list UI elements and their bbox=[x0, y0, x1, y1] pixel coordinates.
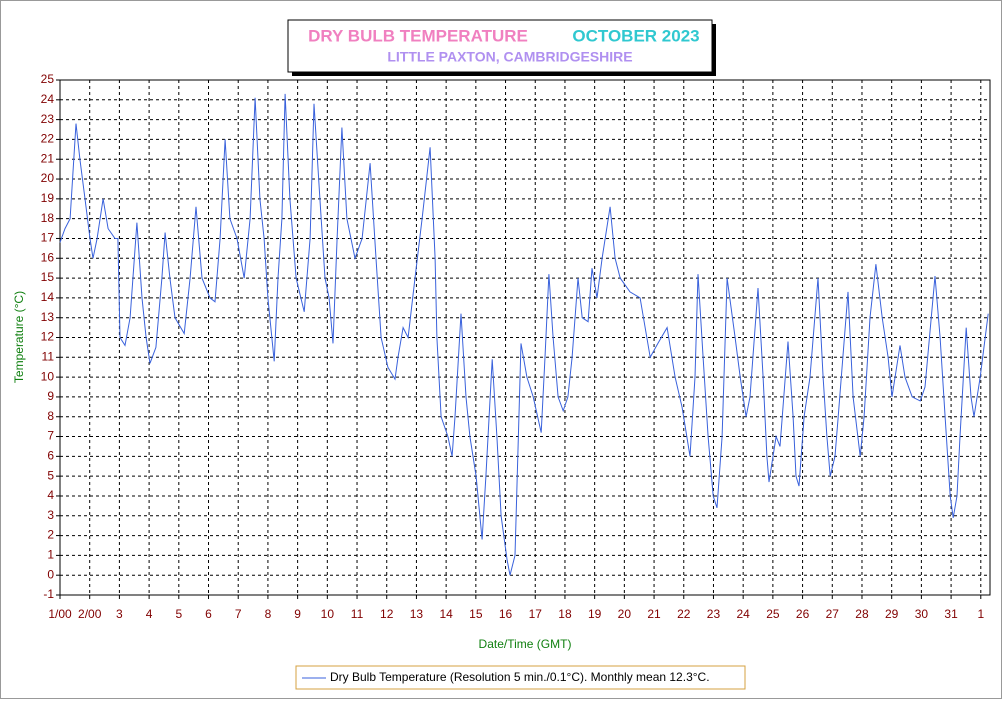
x-tick-label: 10 bbox=[321, 607, 335, 621]
x-tick-label: 26 bbox=[796, 607, 810, 621]
x-tick-label: 1/00 bbox=[48, 607, 72, 621]
x-tick-label: 24 bbox=[736, 607, 750, 621]
y-tick-label: 7 bbox=[47, 429, 54, 443]
y-tick-label: 5 bbox=[47, 468, 54, 482]
y-tick-label: 16 bbox=[41, 250, 55, 264]
x-tick-label: 23 bbox=[707, 607, 721, 621]
y-tick-label: 12 bbox=[41, 330, 55, 344]
y-tick-label: 8 bbox=[47, 409, 54, 423]
x-tick-label: 29 bbox=[885, 607, 899, 621]
legend-label: Dry Bulb Temperature (Resolution 5 min./… bbox=[330, 670, 710, 684]
x-tick-label: 12 bbox=[380, 607, 394, 621]
x-tick-label: 27 bbox=[826, 607, 840, 621]
x-axis-label: Date/Time (GMT) bbox=[479, 637, 572, 651]
y-tick-label: 3 bbox=[47, 508, 54, 522]
title-box bbox=[287, 19, 713, 73]
y-tick-label: 20 bbox=[41, 171, 55, 185]
y-tick-label: 4 bbox=[47, 488, 54, 502]
y-tick-label: 25 bbox=[41, 72, 55, 86]
x-tick-label: 20 bbox=[618, 607, 632, 621]
y-tick-label: 9 bbox=[47, 389, 54, 403]
y-tick-label: 22 bbox=[41, 132, 55, 146]
y-tick-label: 6 bbox=[47, 449, 54, 463]
x-tick-label: 19 bbox=[588, 607, 602, 621]
x-tick-label: 28 bbox=[855, 607, 869, 621]
x-tick-label: 16 bbox=[499, 607, 513, 621]
y-tick-label: 24 bbox=[41, 92, 55, 106]
x-tick-label: 9 bbox=[294, 607, 301, 621]
x-tick-label: 31 bbox=[944, 607, 958, 621]
chart-period: OCTOBER 2023 bbox=[572, 26, 699, 45]
y-tick-label: 2 bbox=[47, 528, 54, 542]
y-tick-label: 15 bbox=[41, 270, 55, 284]
y-tick-label: 23 bbox=[41, 112, 55, 126]
x-tick-label: 17 bbox=[529, 607, 543, 621]
chart-title: DRY BULB TEMPERATURE bbox=[308, 26, 528, 45]
y-tick-label: 14 bbox=[41, 290, 55, 304]
x-tick-label: 3 bbox=[116, 607, 123, 621]
x-tick-label: 15 bbox=[469, 607, 483, 621]
x-tick-label: 22 bbox=[677, 607, 691, 621]
y-tick-label: 10 bbox=[41, 369, 55, 383]
y-tick-label: -1 bbox=[43, 587, 54, 601]
x-tick-label: 4 bbox=[146, 607, 153, 621]
y-tick-label: 17 bbox=[41, 231, 55, 245]
y-tick-label: 18 bbox=[41, 211, 55, 225]
y-tick-label: 11 bbox=[42, 349, 55, 363]
chart-subtitle: LITTLE PAXTON, CAMBRIDGESHIRE bbox=[387, 49, 632, 65]
x-tick-label: 11 bbox=[351, 607, 364, 621]
y-tick-label: 1 bbox=[47, 548, 54, 562]
x-tick-label: 2/00 bbox=[78, 607, 102, 621]
temperature-line bbox=[59, 93, 989, 576]
x-tick-label: 13 bbox=[410, 607, 424, 621]
y-tick-label: 0 bbox=[47, 567, 54, 581]
y-tick-label: 21 bbox=[41, 151, 55, 165]
legend-box bbox=[295, 665, 746, 690]
x-tick-label: 5 bbox=[175, 607, 182, 621]
x-tick-label: 7 bbox=[235, 607, 242, 621]
y-axis-label: Temperature (°C) bbox=[12, 291, 26, 383]
x-tick-label: 14 bbox=[439, 607, 453, 621]
x-tick-label: 25 bbox=[766, 607, 780, 621]
y-tick-label: 13 bbox=[41, 310, 55, 324]
x-tick-label: 21 bbox=[647, 607, 661, 621]
x-tick-label: 30 bbox=[915, 607, 929, 621]
y-tick-label: 19 bbox=[41, 191, 55, 205]
x-tick-label: 8 bbox=[265, 607, 272, 621]
x-tick-label: 1 bbox=[977, 607, 984, 621]
plot-border bbox=[59, 79, 991, 596]
x-tick-label: 6 bbox=[205, 607, 212, 621]
x-tick-label: 18 bbox=[558, 607, 572, 621]
